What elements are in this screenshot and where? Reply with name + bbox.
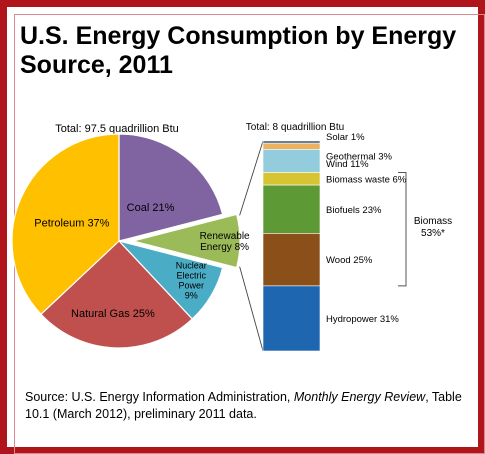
bar-segment-geothermal	[262, 142, 321, 150]
chart-title: U.S. Energy Consumption by Energy Source…	[20, 22, 457, 79]
pie-label-natural-gas: Natural Gas 25%	[71, 308, 155, 320]
bar-segment-hydropower	[262, 285, 321, 352]
biomass-bracket-label: Biomass 53%*	[414, 216, 452, 239]
pie-label-coal: Coal 21%	[127, 202, 175, 214]
connector-line-top	[239, 140, 264, 216]
pie-label-nuclear: Nuclear Electric Power 9%	[176, 260, 207, 300]
pie-to-bar-connector	[239, 140, 264, 352]
pie-slice-natural-gas	[40, 240, 194, 349]
bar-label-biomass-waste: Biomass waste 6%	[326, 174, 407, 185]
pie-total-label: Total: 97.5 quadrillion Btu	[55, 123, 179, 135]
pie-label-renewable: Renewable Energy 8%	[200, 231, 250, 253]
bar-label-wind: Wind 11%	[326, 159, 369, 170]
bar-total-label: Total: 8 quadrillion Btu	[246, 122, 344, 133]
source-note: Source: U.S. Energy Information Administ…	[25, 389, 465, 423]
bar-label-wood: Wood 25%	[326, 255, 373, 266]
pie-chart: Coal 21% Renewable Energy 8% Nuclear Electri…	[11, 133, 250, 349]
bar-segment-wood	[262, 233, 321, 287]
bar-segment-wind	[262, 149, 321, 173]
biomass-bracket	[398, 172, 407, 287]
pie-label-petroleum: Petroleum 37%	[34, 217, 109, 229]
connector-line-bottom	[239, 266, 264, 352]
bar-segment-biofuels	[262, 184, 321, 234]
pie-slice-coal	[118, 133, 224, 242]
pie-slice-renewable	[132, 213, 241, 269]
source-publication: Monthly Energy Review	[293, 390, 426, 404]
bar-segment-solar	[262, 140, 321, 144]
source-suffix: , Table 10.1 (March 2012), preliminary 2…	[25, 390, 462, 421]
bar-label-solar: Solar 1%	[326, 132, 365, 143]
bar-label-hydropower: Hydropower 31%	[326, 314, 399, 325]
stacked-bar-chart: Solar 1% Geothermal 3%Wind 11% Biomass was…	[262, 132, 452, 352]
source-prefix: Source: U.S. Energy Information Administ…	[25, 390, 294, 404]
pie-slice-petroleum	[11, 133, 120, 316]
bar-label-geothermal: Geothermal 3%	[326, 151, 393, 162]
bar-segment-biomass-waste	[262, 172, 321, 186]
bar-label-biofuels: Biofuels 23%	[326, 205, 382, 216]
